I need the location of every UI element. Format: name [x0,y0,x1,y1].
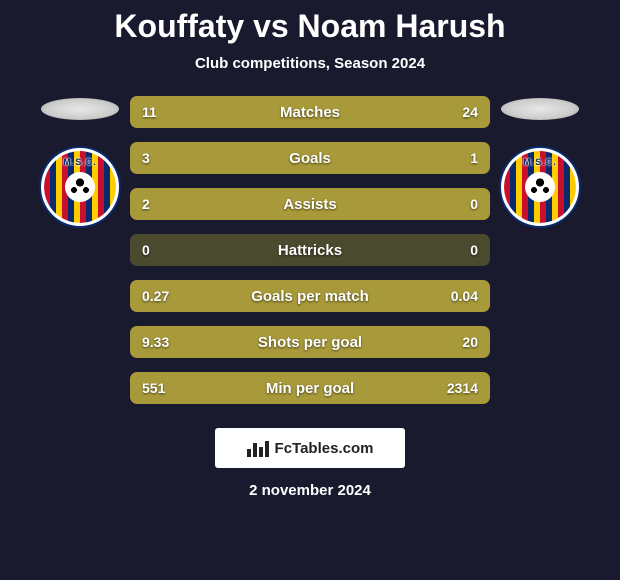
stat-bars: 1124Matches31Goals20Assists00Hattricks0.… [130,96,490,404]
stat-label: Shots per goal [258,334,362,351]
comparison-panel: M.S.C. 1124Matches31Goals20Assists00Hatt… [0,96,620,404]
stat-label: Matches [280,104,340,121]
football-icon [65,172,95,202]
stat-value-right: 1 [470,150,478,166]
club-badge-right: M.S.C. [501,148,579,226]
bar-chart-icon [247,439,269,457]
stat-label: Assists [283,196,336,213]
stat-value-right: 0.04 [451,288,478,304]
stat-row: 9.33 20 Shots per goal [130,326,490,358]
stat-row: 2 0 Assists [130,188,490,220]
brand-text: FcTables.com [275,440,374,457]
stat-value-right: 0 [470,196,478,212]
stat-value-left: 9.33 [142,334,169,350]
football-icon [525,172,555,202]
stat-value-left: 0 [142,242,150,258]
stat-row: 3 1 Goals [130,142,490,174]
club-badge-label: M.S.C. [44,157,116,167]
brand-badge[interactable]: FcTables.com [215,428,405,468]
bar-fill-right [242,96,490,128]
date-line: 2 november 2024 [0,482,620,499]
right-player-column: M.S.C. [490,96,590,226]
stat-row: 551 2314 Min per goal [130,372,490,404]
player-silhouette-left [41,98,119,120]
stat-label: Hattricks [278,242,342,259]
stat-value-left: 11 [142,104,157,120]
stat-value-left: 3 [142,150,150,166]
stat-value-right: 0 [470,242,478,258]
left-player-column: M.S.C. [30,96,130,226]
stat-value-right: 20 [462,334,478,350]
stat-value-left: 551 [142,380,165,396]
stat-value-left: 2 [142,196,150,212]
stat-row: 11 24 Matches [130,96,490,128]
bar-fill-left [130,142,400,174]
stat-row: 0 0 Hattricks [130,234,490,266]
club-badge-label: M.S.C. [504,157,576,167]
stat-value-left: 0.27 [142,288,169,304]
stat-label: Goals per match [251,288,369,305]
stat-label: Goals [289,150,331,167]
stat-label: Min per goal [266,380,354,397]
subtitle: Club competitions, Season 2024 [0,55,620,72]
stat-value-right: 2314 [447,380,478,396]
stat-value-right: 24 [462,104,478,120]
club-badge-left: M.S.C. [41,148,119,226]
page-title: Kouffaty vs Noam Harush [0,0,620,45]
stat-row: 0.27 0.04 Goals per match [130,280,490,312]
player-silhouette-right [501,98,579,120]
